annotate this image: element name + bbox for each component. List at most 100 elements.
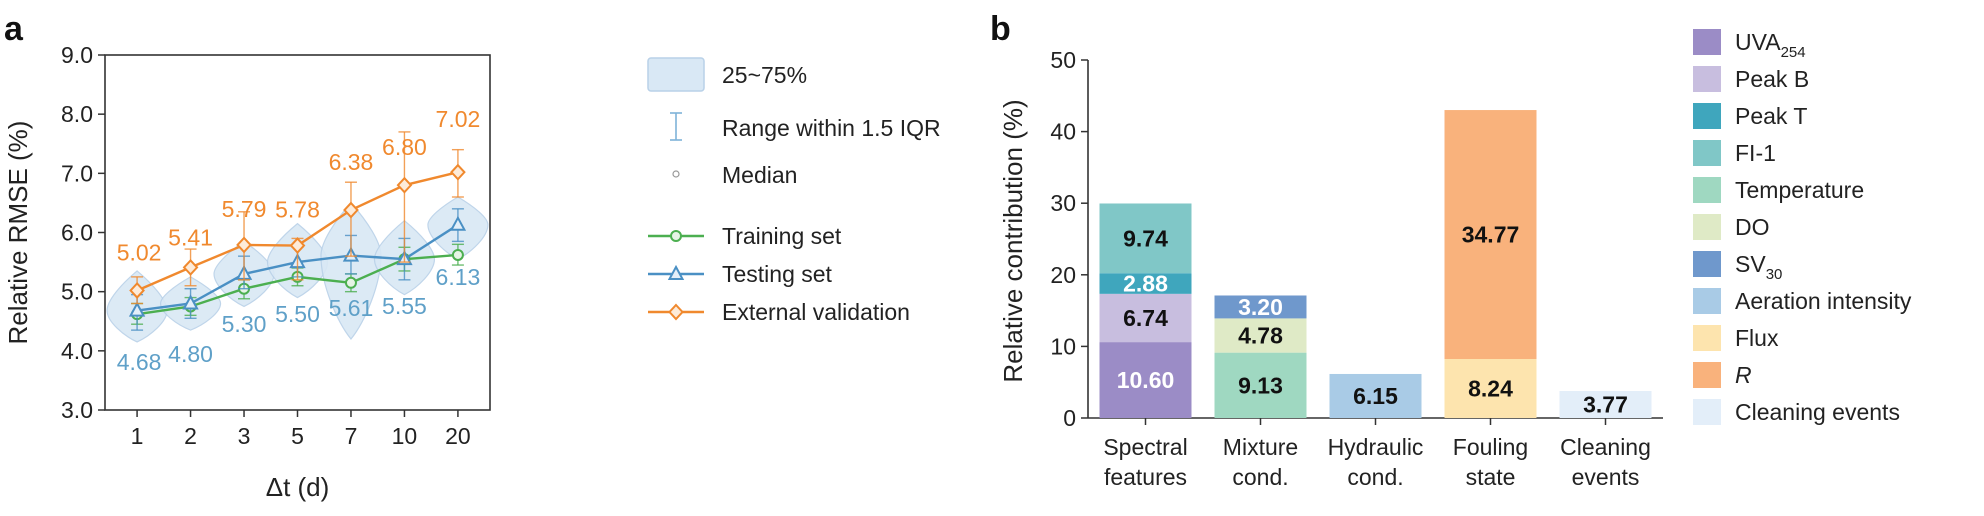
legend-median-symbol	[672, 170, 680, 178]
x-tick-label: 10	[392, 423, 418, 449]
testing-value-label: 4.80	[168, 341, 213, 367]
x-tick-label: cond.	[1347, 464, 1403, 490]
x-tick-label: events	[1572, 464, 1640, 490]
y-tick-label: 5.0	[61, 279, 93, 305]
bar-segment	[1444, 110, 1537, 360]
legend-range-label: Range within 1.5 IQR	[722, 115, 941, 141]
legend-label-text: UVA	[1735, 29, 1781, 55]
legend-swatch	[1693, 66, 1721, 92]
x-tick-label: 5	[291, 423, 304, 449]
bar-segment	[1214, 318, 1307, 353]
panel-b-chart: 0 10 20 30 40 50 Relative contribution (%) Spec…	[998, 47, 1663, 490]
bar-segment	[1329, 373, 1422, 418]
legend-swatch	[1693, 214, 1721, 240]
x-tick-label: state	[1466, 464, 1516, 490]
y-tick-label: 4.0	[61, 338, 93, 364]
legend-label-text: FI-1	[1735, 140, 1776, 166]
y-tick-label: 8.0	[61, 101, 93, 127]
x-tick-label: Hydraulic	[1328, 434, 1424, 460]
testing-value-label: 5.55	[382, 293, 427, 319]
external-point	[396, 176, 413, 194]
legend-swatch	[1693, 325, 1721, 351]
legend-swatch	[1693, 103, 1721, 129]
legend-label-text: Peak B	[1735, 66, 1809, 92]
testing-value-label: 5.61	[329, 295, 374, 321]
legend-external-label: External validation	[722, 299, 910, 325]
legend-label: SV30	[1735, 251, 1782, 283]
legend-training-marker	[670, 230, 682, 242]
x-tick-label: Mixture	[1223, 434, 1298, 460]
bar-value-label: 3.20	[1238, 294, 1283, 320]
external-point	[129, 282, 145, 299]
y-tick-label: 0	[1063, 405, 1076, 431]
bar-segment	[1559, 391, 1652, 418]
external-point	[182, 258, 199, 276]
legend-testing-marker	[667, 264, 685, 280]
legend-swatch	[1693, 251, 1721, 277]
bar-value-label: 4.78	[1238, 323, 1283, 349]
legend-label: Aeration intensity	[1735, 288, 1912, 314]
y-axis-label: Relative RMSE (%)	[3, 121, 33, 345]
legend-label-text: Peak T	[1735, 103, 1807, 129]
legend-violin-label: 25~75%	[722, 62, 807, 88]
legend-label: DO	[1735, 214, 1770, 240]
external-point	[450, 163, 466, 181]
legend-violin-swatch	[647, 57, 705, 92]
external-value-label: 7.02	[436, 106, 481, 132]
testing-point	[449, 215, 467, 231]
legend-swatch	[1693, 177, 1721, 203]
panel-b-legend: UVA254 Peak B Peak T FI-1 Temperature DO SV30 A…	[1693, 29, 1912, 425]
panel-a-letter: a	[4, 10, 24, 48]
x-tick-label: 2	[184, 423, 197, 449]
legend-label: Flux	[1735, 325, 1779, 351]
legend-swatch	[1693, 140, 1721, 166]
legend-testing-label: Testing set	[722, 261, 833, 287]
testing-value-label: 4.68	[117, 349, 162, 375]
legend-label: Peak T	[1735, 103, 1807, 129]
x-tick-label: cond.	[1232, 464, 1288, 490]
external-point	[236, 236, 252, 254]
external-value-label: 5.78	[275, 197, 320, 223]
bar-value-label: 9.74	[1123, 225, 1168, 251]
bar-segment	[1444, 359, 1537, 418]
x-tick-label: 20	[445, 423, 471, 449]
bar-value-label: 2.88	[1123, 271, 1168, 297]
legend-label-text: Cleaning events	[1735, 399, 1900, 425]
bar-value-label: 6.15	[1353, 383, 1398, 409]
bar-value-label: 34.77	[1462, 222, 1520, 248]
training-point	[451, 248, 464, 261]
x-axis-label: Δt (d)	[266, 472, 330, 502]
testing-point	[182, 294, 199, 310]
panel-a-chart: 3.0 4.0 5.0 6.0 7.0 8.0 9.0 1 2 3 5 7 10 20 Δt (d) Rela…	[3, 42, 491, 502]
legend-training-label: Training set	[722, 223, 842, 249]
testing-point	[128, 301, 146, 317]
legend-label-subscript: 30	[1766, 266, 1783, 283]
legend-label: FI-1	[1735, 140, 1776, 166]
legend-swatch	[1693, 29, 1721, 55]
external-point	[289, 237, 306, 254]
y-tick-label: 6.0	[61, 220, 93, 246]
legend-swatch	[1693, 362, 1721, 388]
external-value-label: 6.80	[382, 134, 427, 160]
bar-value-label: 8.24	[1468, 376, 1513, 402]
training-point	[344, 276, 357, 289]
x-tick-label: Cleaning	[1560, 434, 1651, 460]
x-tick-label: features	[1104, 464, 1187, 490]
legend-swatch	[1693, 399, 1721, 425]
panel-a-legend: 25~75% Range within 1.5 IQR Median Training…	[647, 57, 941, 325]
external-value-label: 6.38	[329, 149, 374, 175]
y-tick-label: 10	[1050, 333, 1076, 359]
legend-label-text: Temperature	[1735, 177, 1864, 203]
legend-label-text: SV	[1735, 251, 1766, 277]
bar-segment	[1099, 342, 1192, 418]
external-value-label: 5.79	[222, 196, 267, 222]
legend-swatch	[1693, 288, 1721, 314]
legend-label-text: Flux	[1735, 325, 1779, 351]
legend-external-marker	[668, 303, 684, 321]
y-tick-label: 40	[1050, 119, 1076, 145]
x-tick-label: Fouling	[1453, 434, 1528, 460]
external-point	[343, 201, 359, 219]
legend-label: Peak B	[1735, 66, 1809, 92]
external-value-label: 5.02	[117, 239, 162, 265]
